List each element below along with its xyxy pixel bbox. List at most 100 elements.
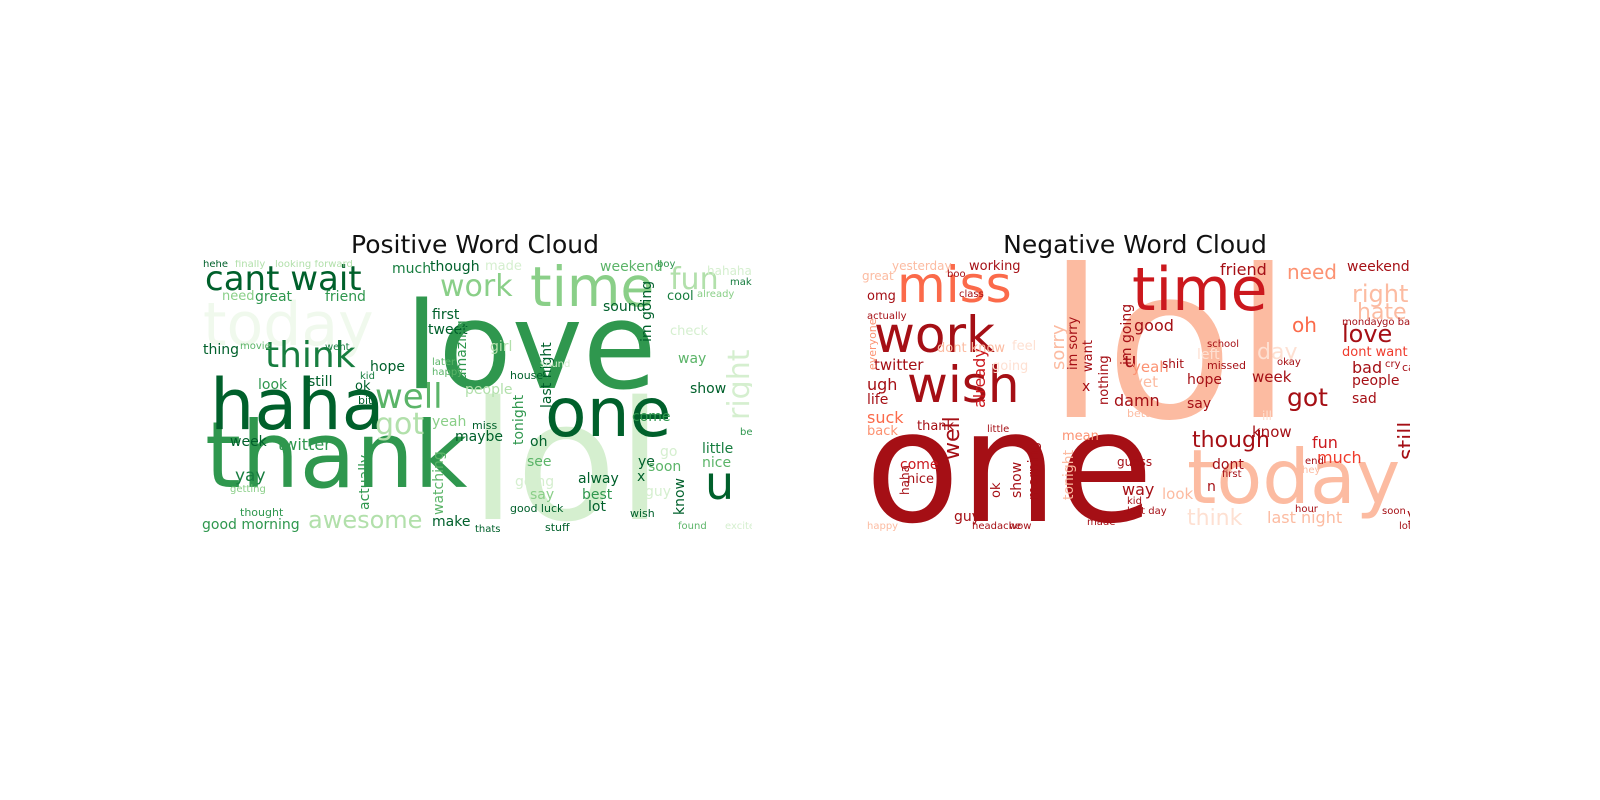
cloud-word: already bbox=[970, 348, 989, 408]
cloud-word: made bbox=[1087, 517, 1116, 528]
cloud-word: tonight bbox=[1061, 449, 1077, 500]
cloud-word: movie bbox=[240, 341, 271, 352]
cloud-word: n bbox=[1207, 479, 1216, 495]
cloud-word: yeah bbox=[1132, 358, 1169, 376]
cloud-word: hey bbox=[1302, 465, 1321, 476]
cloud-word: want bbox=[1081, 340, 1096, 372]
cloud-word: house bbox=[510, 369, 544, 382]
cloud-word: fun bbox=[1312, 433, 1338, 452]
cloud-word: nice bbox=[702, 455, 732, 471]
cloud-word: say bbox=[530, 487, 555, 503]
cloud-word: okay bbox=[1277, 357, 1301, 368]
cloud-word: first bbox=[432, 307, 460, 323]
cloud-word: u bbox=[705, 456, 735, 510]
cloud-word: bad bbox=[1352, 358, 1383, 377]
cloud-word: last night bbox=[1267, 508, 1343, 527]
cloud-word: though bbox=[1192, 428, 1270, 453]
cloud-word: miss bbox=[472, 419, 498, 432]
cloud-word: x bbox=[637, 469, 646, 485]
cloud-word: need bbox=[1287, 260, 1337, 284]
cloud-word: way bbox=[678, 351, 707, 367]
cloud-word: need bbox=[222, 289, 255, 304]
cloud-word: lol bbox=[1047, 260, 1293, 467]
cloud-word: hope bbox=[1187, 372, 1222, 388]
cloud-word: day bbox=[1257, 340, 1298, 365]
cloud-word: hate bbox=[1357, 300, 1407, 325]
cloud-word: make bbox=[432, 514, 471, 530]
cloud-word: show bbox=[690, 381, 727, 397]
cloud-word: bit bbox=[358, 394, 373, 407]
cloud-word: guess bbox=[1117, 455, 1153, 469]
cloud-word: u bbox=[1124, 348, 1137, 372]
cloud-word: come bbox=[900, 457, 939, 473]
cloud-word: think bbox=[1187, 506, 1243, 531]
cloud-word: weekend bbox=[600, 260, 663, 275]
cloud-word: love bbox=[1342, 320, 1393, 348]
cloud-word: ye bbox=[1407, 508, 1410, 522]
cloud-word: feel bbox=[1012, 339, 1037, 354]
cloud-word: last day bbox=[1127, 506, 1167, 517]
cloud-word: car bbox=[1402, 361, 1410, 374]
cloud-word: actually bbox=[867, 311, 907, 322]
cloud-word: dont bbox=[1212, 457, 1244, 473]
cloud-word: sound bbox=[540, 359, 571, 370]
cloud-word: cant wait bbox=[205, 260, 362, 299]
cloud-word: ye bbox=[638, 454, 655, 470]
cloud-word: lol bbox=[470, 366, 663, 535]
cloud-word: yeah bbox=[432, 414, 467, 430]
cloud-word: making bbox=[730, 277, 752, 288]
cloud-word: kid bbox=[1127, 496, 1142, 507]
cloud-word: im going bbox=[1119, 303, 1135, 365]
cloud-word: back bbox=[867, 424, 898, 439]
cloud-word: made bbox=[485, 260, 522, 274]
cloud-word: come bbox=[632, 409, 671, 425]
cloud-word: ill bbox=[1262, 409, 1273, 423]
cloud-word: guy bbox=[954, 509, 981, 525]
cloud-word: work bbox=[440, 269, 513, 304]
cloud-word: hour bbox=[1295, 504, 1318, 515]
cloud-word: going bbox=[992, 359, 1029, 374]
cloud-word: still bbox=[308, 374, 333, 390]
cloud-word: bed bbox=[740, 427, 752, 438]
cloud-word: already bbox=[697, 289, 735, 300]
cloud-word: go back bbox=[1382, 317, 1410, 328]
negative-word-cloud-canvas: lol one today time miss work wish got love right h… bbox=[862, 260, 1410, 534]
cloud-word: wow bbox=[1009, 521, 1032, 532]
cloud-word: people bbox=[465, 382, 513, 398]
cloud-word: girl bbox=[490, 339, 513, 355]
cloud-word: ugh bbox=[867, 375, 898, 394]
cloud-word: thank bbox=[917, 419, 955, 434]
cloud-word: im going bbox=[639, 280, 655, 342]
cloud-word: know bbox=[672, 478, 688, 515]
cloud-word: nothing bbox=[1097, 355, 1112, 405]
cloud-word: boo bbox=[947, 269, 966, 280]
cloud-word: go bbox=[660, 444, 678, 460]
cloud-word: thats bbox=[475, 524, 501, 535]
cloud-word: work bbox=[874, 306, 995, 364]
cloud-word: lot bbox=[588, 499, 606, 515]
cloud-word: great bbox=[255, 289, 293, 305]
cloud-word: check bbox=[670, 324, 709, 339]
cloud-word: yay bbox=[235, 466, 266, 486]
cloud-word: x bbox=[1082, 379, 1091, 395]
cloud-word: right bbox=[722, 349, 752, 421]
cloud-word: friend bbox=[1220, 260, 1267, 279]
cloud-word: looking forward bbox=[275, 260, 353, 270]
cloud-word: morning bbox=[1026, 441, 1042, 500]
cloud-word: friend bbox=[325, 289, 366, 305]
cloud-word: wish bbox=[907, 356, 1020, 414]
cloud-word: awesome bbox=[308, 506, 423, 534]
cloud-word: boy bbox=[657, 260, 676, 270]
cloud-word: tweet bbox=[428, 322, 468, 338]
cloud-word: finally bbox=[235, 260, 266, 270]
cloud-word: getting bbox=[230, 484, 266, 495]
cloud-word: mean bbox=[1062, 429, 1099, 444]
cloud-word: going bbox=[515, 474, 555, 490]
cloud-word: see bbox=[527, 454, 552, 470]
cloud-word: one bbox=[545, 374, 672, 453]
cloud-word: thing bbox=[203, 342, 240, 358]
cloud-word: stuff bbox=[545, 521, 570, 534]
cloud-word: better bbox=[1127, 407, 1161, 420]
cloud-word: happy bbox=[432, 367, 464, 378]
cloud-word: tonight bbox=[511, 394, 527, 445]
